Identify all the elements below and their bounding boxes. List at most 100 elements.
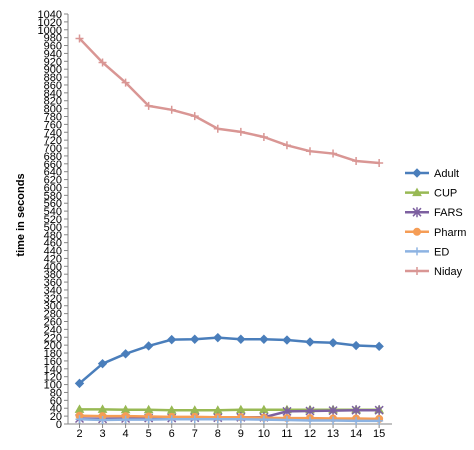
x-tick-label: 2 bbox=[76, 428, 82, 440]
y-tick-label: 300 bbox=[44, 301, 62, 313]
legend-label: FARS bbox=[434, 207, 463, 219]
x-tick-label: 14 bbox=[350, 428, 362, 440]
y-tick-label: 80 bbox=[50, 387, 62, 399]
y-tick-label: 780 bbox=[44, 112, 62, 124]
y-tick-label: 620 bbox=[44, 175, 62, 187]
y-tick-label: 760 bbox=[44, 119, 62, 131]
data-point-marker bbox=[213, 332, 223, 343]
data-point-marker bbox=[306, 416, 314, 425]
x-axis: 2 3 4 5 6 7 8 9 10 11 12 13 14 15 bbox=[68, 423, 392, 440]
y-tick-label: 540 bbox=[44, 206, 62, 218]
x-tick-label: 9 bbox=[238, 428, 244, 440]
data-point-marker bbox=[190, 415, 199, 424]
y-tick-label: 200 bbox=[44, 340, 62, 352]
data-point-marker bbox=[74, 378, 85, 389]
y-tick-label: 940 bbox=[44, 48, 62, 60]
legend: Adult CUP FARS Pharm ED Niday bbox=[405, 168, 466, 278]
y-tick-label: 420 bbox=[44, 253, 62, 265]
y-tick-label: 340 bbox=[44, 285, 62, 297]
legend-item-fars: FARS bbox=[405, 207, 463, 219]
data-point-marker bbox=[374, 341, 384, 352]
data-point-marker bbox=[236, 334, 246, 344]
y-tick-label: 260 bbox=[44, 317, 62, 329]
y-tick-label: 1000 bbox=[38, 25, 62, 37]
y-tick-label: 640 bbox=[44, 167, 62, 179]
data-point-marker bbox=[190, 112, 199, 121]
data-point-marker bbox=[413, 247, 421, 256]
data-point-marker bbox=[98, 58, 107, 67]
data-point-marker bbox=[375, 159, 384, 168]
data-point-marker bbox=[75, 415, 84, 424]
y-tick-label: 520 bbox=[44, 214, 62, 226]
series-niday bbox=[75, 34, 384, 168]
x-tick-label: 15 bbox=[373, 428, 385, 440]
data-point-marker bbox=[259, 133, 268, 141]
legend-item-ed: ED bbox=[405, 246, 449, 258]
y-tick-label: 920 bbox=[44, 56, 62, 68]
y-tick-label: 560 bbox=[44, 198, 62, 210]
y-tick-label: 960 bbox=[44, 41, 62, 53]
y-tick-label: 0 bbox=[56, 419, 62, 431]
data-point-marker bbox=[144, 415, 153, 424]
legend-item-cup: CUP bbox=[405, 187, 457, 200]
data-point-marker bbox=[167, 415, 176, 424]
y-tick-label: 20 bbox=[50, 411, 62, 423]
y-tick-label: 120 bbox=[44, 372, 62, 384]
data-point-marker bbox=[143, 341, 154, 351]
data-point-marker bbox=[352, 157, 361, 166]
y-tick-label: 840 bbox=[44, 88, 62, 100]
data-point-marker bbox=[120, 349, 131, 359]
legend-label: CUP bbox=[434, 188, 457, 200]
data-point-marker bbox=[236, 415, 245, 424]
data-point-marker bbox=[167, 105, 176, 114]
y-tick-label: 720 bbox=[44, 135, 62, 147]
data-point-marker bbox=[259, 334, 269, 344]
data-point-marker bbox=[97, 358, 108, 369]
y-tick-label: 280 bbox=[44, 309, 62, 321]
series-line bbox=[78, 37, 380, 165]
x-tick-label: 11 bbox=[281, 428, 292, 440]
y-tick-label: 380 bbox=[44, 269, 62, 281]
y-tick-label: 100 bbox=[44, 380, 62, 392]
y-tick-label: 860 bbox=[44, 80, 62, 92]
y-tick-label: 220 bbox=[44, 332, 62, 344]
data-point-marker bbox=[190, 334, 200, 344]
y-tick-label: 1020 bbox=[38, 17, 62, 29]
data-point-marker bbox=[306, 147, 314, 156]
data-point-marker bbox=[213, 415, 222, 424]
x-tick-label: 7 bbox=[192, 428, 198, 440]
data-point-marker bbox=[412, 168, 422, 178]
legend-item-niday: Niday bbox=[405, 266, 463, 278]
data-point-marker bbox=[351, 340, 361, 351]
data-point-marker bbox=[413, 227, 421, 236]
y-tick-label: 160 bbox=[44, 356, 62, 368]
data-point-marker bbox=[328, 405, 338, 416]
series-ed bbox=[75, 415, 384, 425]
legend-label: Adult bbox=[434, 168, 459, 180]
y-tick-label: 320 bbox=[44, 293, 62, 305]
y-tick-label: 980 bbox=[44, 33, 62, 45]
y-tick-label: 580 bbox=[44, 190, 62, 202]
x-tick-label: 4 bbox=[123, 428, 129, 440]
y-tick-label: 880 bbox=[44, 72, 62, 84]
data-point-marker bbox=[282, 141, 291, 150]
data-point-marker bbox=[413, 267, 421, 275]
data-point-marker bbox=[351, 405, 361, 416]
data-point-marker bbox=[213, 124, 222, 133]
data-point-marker bbox=[328, 338, 338, 348]
legend-label: Pharm bbox=[434, 227, 466, 239]
data-point-marker bbox=[75, 34, 84, 43]
x-tick-label: 8 bbox=[215, 428, 221, 440]
y-tick-label: 600 bbox=[44, 182, 62, 194]
data-point-marker bbox=[282, 335, 292, 345]
legend-item-pharm: Pharm bbox=[405, 227, 466, 239]
x-tick-label: 3 bbox=[99, 428, 105, 440]
x-tick-label: 5 bbox=[146, 428, 152, 440]
data-point-marker bbox=[352, 416, 361, 425]
data-point-marker bbox=[98, 416, 107, 425]
data-point-marker bbox=[412, 187, 422, 197]
x-tick-label: 6 bbox=[169, 428, 175, 440]
data-point-marker bbox=[374, 405, 384, 416]
data-point-marker bbox=[412, 207, 422, 218]
